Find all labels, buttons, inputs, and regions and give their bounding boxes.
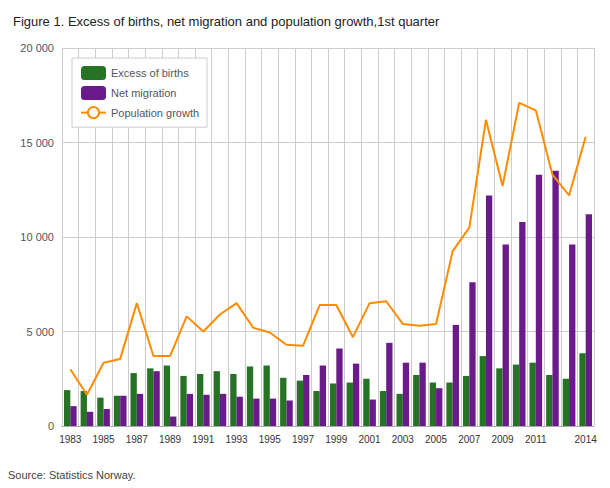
svg-text:2005: 2005 [425, 434, 448, 445]
svg-text:15 000: 15 000 [20, 137, 54, 149]
svg-text:1983: 1983 [59, 434, 82, 445]
svg-text:1985: 1985 [92, 434, 115, 445]
svg-text:2007: 2007 [458, 434, 481, 445]
svg-text:5 000: 5 000 [26, 326, 54, 338]
svg-text:1989: 1989 [159, 434, 182, 445]
svg-text:1993: 1993 [225, 434, 248, 445]
svg-text:2011: 2011 [525, 434, 547, 445]
svg-text:Source: Statistics Norway.: Source: Statistics Norway. [8, 469, 136, 481]
svg-text:2001: 2001 [358, 434, 381, 445]
svg-text:2014: 2014 [575, 434, 598, 445]
svg-text:0: 0 [48, 420, 54, 432]
svg-text:Net migration: Net migration [111, 87, 176, 99]
svg-text:1987: 1987 [126, 434, 149, 445]
svg-text:2009: 2009 [491, 434, 514, 445]
svg-text:Population growth: Population growth [111, 107, 199, 119]
svg-text:1997: 1997 [292, 434, 315, 445]
svg-text:20 000: 20 000 [20, 42, 54, 54]
svg-text:1991: 1991 [192, 434, 215, 445]
svg-text:Figure 1. Excess of births, ne: Figure 1. Excess of births, net migratio… [13, 14, 440, 29]
svg-text:10 000: 10 000 [20, 231, 54, 243]
svg-text:1995: 1995 [259, 434, 282, 445]
svg-text:Excess of births: Excess of births [111, 67, 189, 79]
svg-text:2003: 2003 [392, 434, 415, 445]
svg-text:1999: 1999 [325, 434, 348, 445]
